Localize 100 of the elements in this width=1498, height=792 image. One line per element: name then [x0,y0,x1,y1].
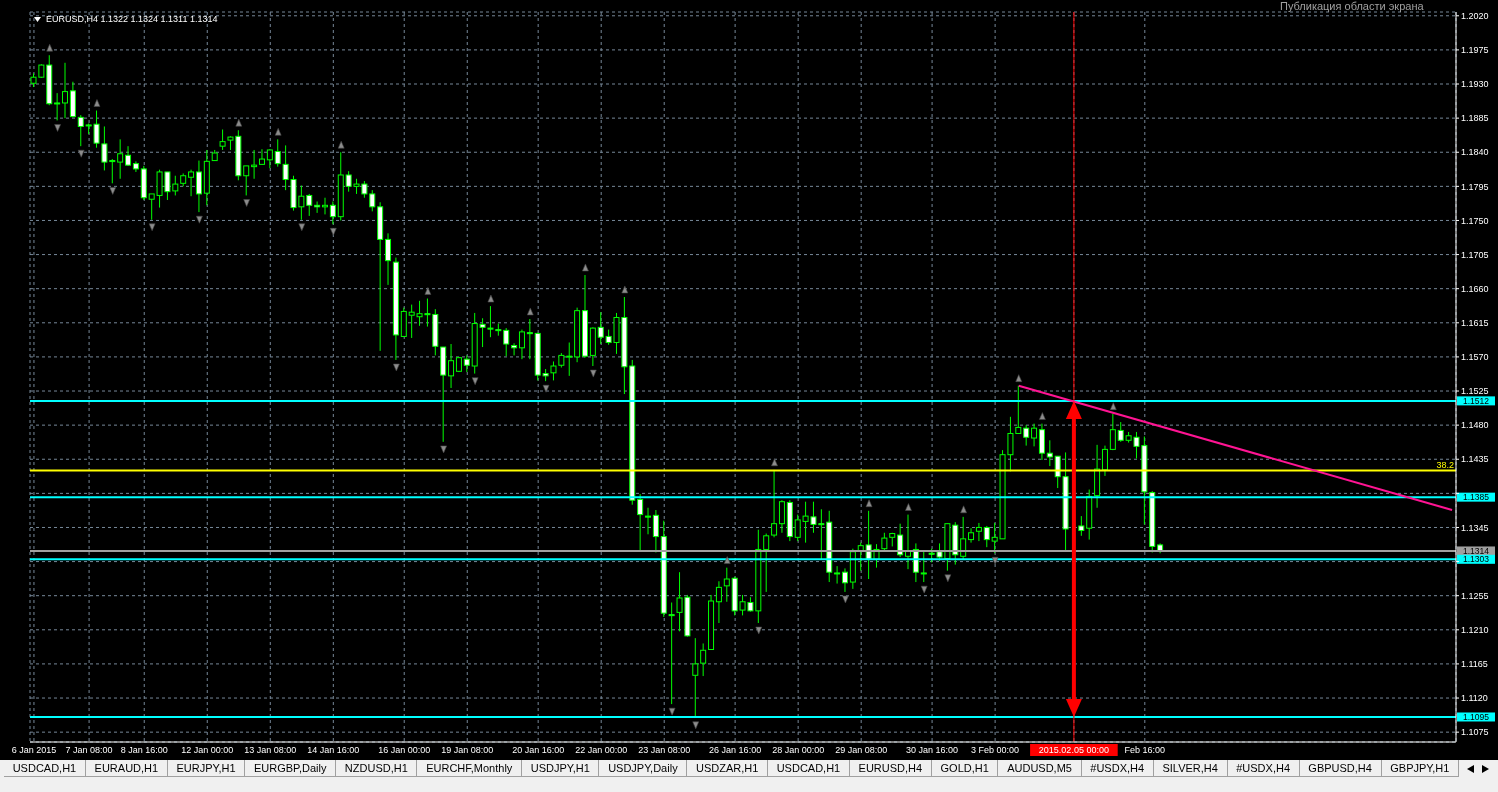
point [1039,412,1046,420]
candlestick [526,318,533,360]
x-tick-label: 29 Jan 08:00 [835,745,888,755]
point [1015,374,1023,382]
point [424,287,432,295]
annotation: 38.2 [1436,459,1454,470]
point [337,140,345,149]
point [526,307,534,316]
text: USDZAR,H1 [687,760,768,777]
candlestick [771,469,778,538]
candlestick [763,533,770,593]
text: USDJPY,Daily [599,760,688,777]
text: USDCAD,H1 [768,760,850,777]
point [590,369,597,378]
candlestick [385,232,392,286]
x-tick-label: 13 Jan 08:00 [244,745,297,755]
candlestick [841,567,848,593]
point [991,557,999,565]
text: GBPJPY,H1 [1381,760,1460,777]
ref-line-label: 1.1095 [1463,711,1490,722]
x-tick-label: 20 Jan 16:00 [512,745,565,755]
point [692,721,700,730]
y-tick-label: 1.1165 [1461,659,1488,670]
x-tick-label: 8 Jan 16:00 [120,745,168,755]
candlestick [518,329,525,360]
text: EURGBP,Daily [245,760,337,777]
y-tick-label: 1.1210 [1461,625,1489,635]
chart-title: EURUSD,H4 1.1322 1.1324 1.1311 1.1314 [46,14,218,24]
candlestick [920,551,927,583]
candlestick [1038,423,1045,461]
x-tick-label: 2015.02.05 00:00 [1038,745,1109,755]
point [393,363,400,372]
text: AUDUSD,M5 [998,760,1082,777]
candlestick [975,522,982,542]
ref-line-label: 1.1303 [1463,554,1490,565]
point [842,595,849,604]
candlestick [188,169,195,197]
point [582,263,589,272]
text: EURUSD,H4 [849,760,932,777]
candlestick [834,565,841,585]
candlestick [117,138,124,180]
candlestick [700,642,707,677]
x-tick-label: 30 Jan 16:00 [906,745,959,755]
y-tick-label: 1.1750 [1461,215,1489,226]
y-tick-label: 1.1480 [1461,420,1489,431]
candlestick [62,62,69,119]
candlestick [125,145,132,167]
point [487,294,495,303]
point [755,626,763,635]
text: #USDX,H4 [1081,760,1154,777]
candlestick [195,160,202,213]
x-tick-label: 19 Jan 08:00 [441,745,494,755]
x-tick-label: 6 Jan 2015 [11,745,57,755]
candlestick [219,129,226,151]
candlestick [1101,445,1108,477]
point [920,585,928,594]
candlestick [645,507,652,535]
point [274,127,282,136]
candlestick [1031,423,1038,447]
y-tick-label: 1.1525 [1461,386,1489,397]
candlestick [243,165,250,196]
point [243,199,250,207]
point [440,445,447,454]
text: GOLD,H1 [931,760,999,777]
point [54,124,61,132]
candlestick [668,602,675,705]
x-tick-label: 12 Jan 00:00 [181,745,234,755]
ref-line-label: 1.1314 [1463,545,1490,556]
candlestick [897,523,904,558]
text: EURJPY,H1 [167,760,246,777]
candlestick [778,499,785,534]
y-tick-label: 1.1705 [1461,249,1489,260]
text: #USDX,H4 [1227,760,1300,777]
x-tick-label: 3 Feb 00:00 [971,745,1020,755]
point [196,215,203,224]
point [46,43,53,52]
point [1109,402,1117,410]
x-tick-label: 16 Jan 00:00 [378,745,431,755]
point [77,149,85,158]
point [542,384,550,393]
candlestick [1078,515,1085,537]
y-tick-label: 1.1120 [1461,693,1488,704]
candlestick [715,580,722,624]
point [723,556,731,564]
text: EURAUD,H1 [85,760,168,777]
text: EURCHF,Monthly [417,760,523,777]
point [93,99,101,107]
annotation: Публикация области экрана [1280,0,1424,12]
point [771,458,778,467]
text: NZDUSD,H1 [336,760,418,777]
candlestick [54,92,61,121]
y-tick-label: 1.1570 [1461,352,1489,363]
candlestick [652,509,659,553]
y-tick-label: 1.1930 [1461,79,1489,90]
candlestick [1023,424,1030,447]
point [330,228,337,236]
text: SILVER,H4 [1153,760,1228,777]
candlestick [983,525,990,548]
point [944,574,952,583]
point [905,503,912,511]
